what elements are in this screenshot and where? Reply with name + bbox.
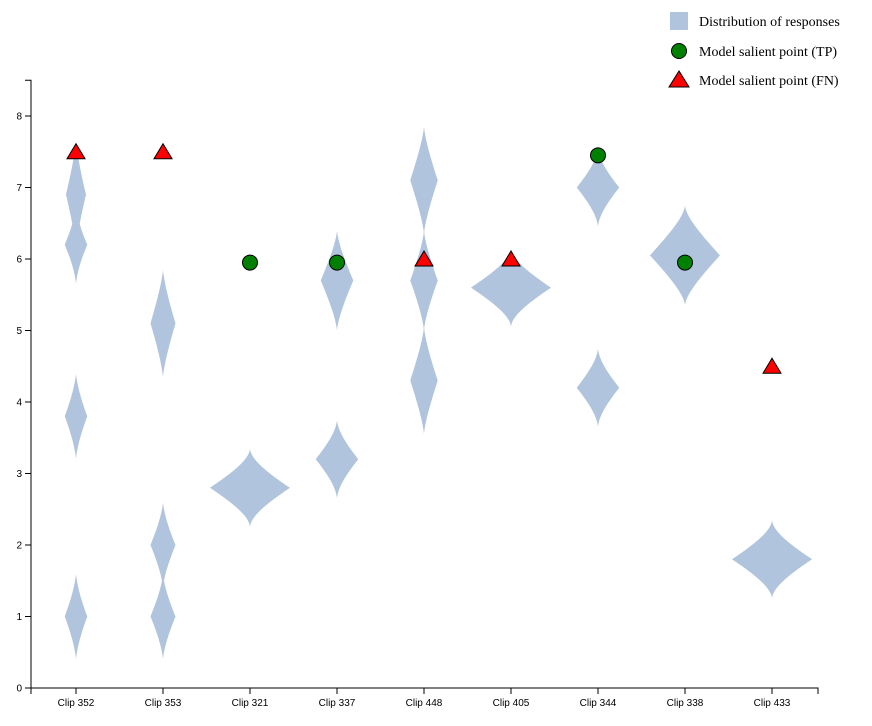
violin-clip-448-mode-2	[410, 327, 438, 434]
x-tick-label: Clip 338	[667, 698, 704, 709]
legend-distribution-swatch	[670, 12, 688, 30]
x-tick-label: Clip 353	[145, 698, 182, 709]
violin-clip-337-mode-1	[315, 420, 359, 499]
violin-clip-352-mode-1	[64, 205, 88, 284]
y-tick-label: 0	[16, 684, 22, 695]
violin-clip-352-mode-3	[64, 573, 88, 660]
x-tick-label: Clip 405	[493, 698, 530, 709]
x-tick-label: Clip 448	[406, 698, 443, 709]
legend: Distribution of responses Model salient …	[668, 12, 840, 89]
y-axis-line	[25, 79, 32, 689]
y-tick-label: 2	[16, 541, 22, 552]
y-tick-label: 4	[16, 398, 22, 409]
legend-fn-label: Model salient point (FN)	[699, 74, 839, 89]
violin-clip-344-mode-0	[576, 148, 620, 227]
y-axis: 0 1 2 3 4 5 6 7 8	[16, 79, 32, 695]
x-tick-label: Clip 433	[754, 698, 791, 709]
x-axis: Clip 352 Clip 353 Clip 321 Clip 337 Clip 448…	[30, 687, 819, 709]
y-tick-label: 7	[16, 183, 22, 194]
salient-point-clip-338	[677, 254, 693, 271]
y-tick-label: 1	[16, 612, 22, 623]
y-tick-label: 5	[16, 326, 22, 337]
salient-point-clip-405	[501, 250, 521, 267]
x-tick-label: Clip 344	[580, 698, 617, 709]
violin-clip-448-mode-1	[410, 230, 438, 331]
violin-clip-321-mode-0	[210, 448, 290, 527]
violin-clip-353-mode-1	[150, 502, 176, 588]
salient-point-clip-353	[153, 142, 173, 160]
x-tick-label: Clip 337	[319, 698, 356, 709]
y-tick-label: 6	[16, 255, 22, 266]
salient-point-clip-433	[762, 357, 782, 374]
legend-fn-swatch	[668, 70, 690, 88]
violin-clip-353-mode-0	[150, 270, 176, 377]
y-tick-label: 8	[16, 112, 22, 123]
x-tick-label: Clip 321	[232, 698, 269, 709]
violin-clip-405-mode-0	[471, 248, 551, 327]
violin-clip-353-mode-2	[150, 573, 176, 660]
y-tick-label: 3	[16, 469, 22, 480]
legend-distribution-label: Distribution of responses	[699, 15, 840, 30]
violin-clip-433-mode-0	[732, 520, 812, 599]
salient-point-clip-344	[590, 147, 606, 164]
legend-tp-label: Model salient point (TP)	[699, 45, 837, 60]
violin-layer	[64, 127, 812, 660]
violin-clip-344-mode-1	[576, 348, 620, 427]
salient-point-clip-352	[66, 142, 86, 160]
violin-clip-448-mode-0	[410, 127, 438, 234]
x-tick-label: Clip 352	[58, 698, 95, 709]
violin-clip-352-mode-2	[64, 373, 88, 459]
salient-point-layer	[66, 142, 782, 374]
violin-clip-337-mode-0	[320, 230, 354, 331]
salient-point-clip-321	[242, 254, 258, 271]
salient-point-clip-337	[329, 254, 345, 271]
salient-point-clip-448	[414, 250, 434, 267]
violin-clip-352-mode-0	[66, 141, 86, 248]
legend-tp-swatch	[671, 43, 687, 59]
